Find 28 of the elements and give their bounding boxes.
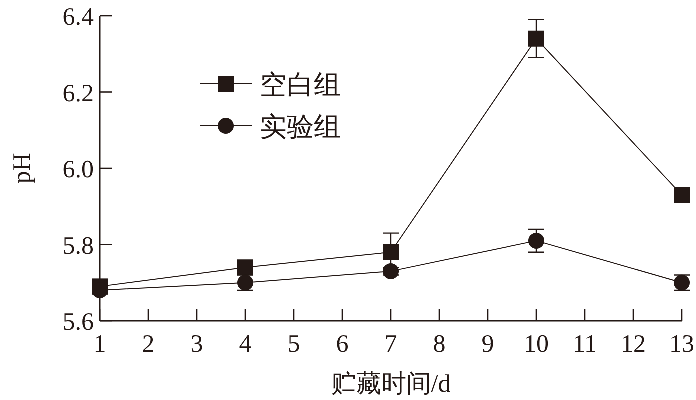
point bbox=[528, 232, 544, 249]
y-axis-title: pH bbox=[9, 153, 36, 184]
legend-label: 实验组 bbox=[260, 112, 341, 142]
x-tick-label: 9 bbox=[482, 331, 494, 358]
x-axis-title: 贮藏时间/d bbox=[331, 371, 452, 398]
point bbox=[383, 263, 399, 280]
x-tick-label: 2 bbox=[142, 331, 155, 358]
point bbox=[383, 244, 399, 260]
x-tick-label: 11 bbox=[572, 331, 598, 358]
y-tick-label: 6.2 bbox=[62, 80, 94, 108]
x-tick-label: 12 bbox=[621, 331, 646, 358]
point bbox=[238, 260, 254, 276]
x-tick-label: 13 bbox=[670, 331, 694, 358]
y-tick-label: 6.4 bbox=[62, 4, 94, 31]
y-tick-label: 6.0 bbox=[62, 156, 94, 184]
x-tick-label: 3 bbox=[190, 331, 204, 358]
x-tick-label: 7 bbox=[384, 331, 398, 358]
x-tick-label: 10 bbox=[524, 331, 549, 358]
x-tick-label: 1 bbox=[94, 331, 106, 358]
x-tick-label: 4 bbox=[239, 331, 252, 358]
y-tick-label: 5.8 bbox=[62, 232, 94, 260]
point bbox=[674, 187, 690, 204]
y-tick-label: 5.6 bbox=[62, 309, 94, 336]
legend-label: 空白组 bbox=[260, 70, 341, 100]
x-tick-label: 6 bbox=[336, 331, 349, 358]
point bbox=[528, 30, 544, 47]
x-tick-label: 5 bbox=[288, 331, 300, 358]
x-tick-label: 8 bbox=[433, 331, 446, 358]
